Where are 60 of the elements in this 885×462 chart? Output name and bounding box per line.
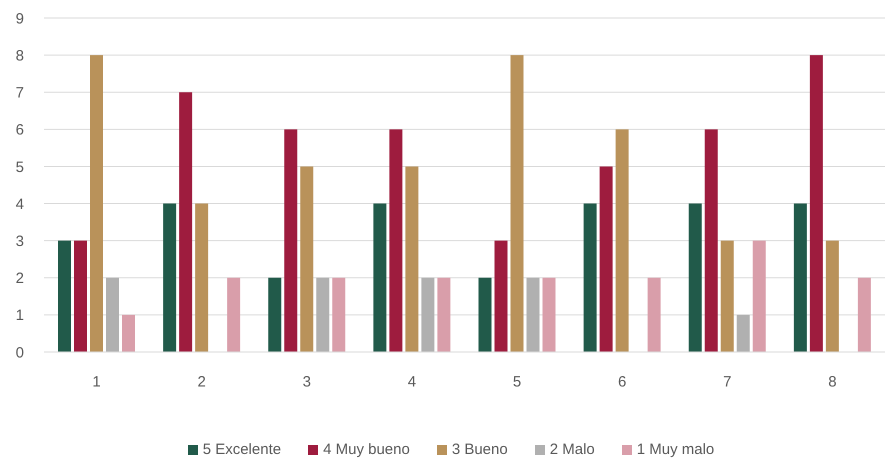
- bar: [389, 129, 402, 352]
- y-tick-label: 1: [16, 307, 24, 324]
- y-tick-label: 3: [16, 232, 24, 250]
- bar: [616, 129, 629, 352]
- bar: [284, 129, 298, 352]
- bar: [584, 204, 597, 352]
- x-tick-label: 8: [828, 374, 837, 391]
- x-tick-label: 5: [512, 374, 522, 391]
- bar: [405, 166, 418, 352]
- y-tick-label: 5: [16, 158, 24, 176]
- x-tick-label: 6: [618, 374, 626, 391]
- y-tick-label: 8: [16, 47, 24, 64]
- bar: [826, 240, 839, 352]
- bar: [600, 166, 613, 352]
- bar: [478, 278, 492, 352]
- y-tick-label: 0: [16, 344, 24, 362]
- bar: [90, 55, 103, 352]
- bar: [688, 204, 702, 352]
- bar: [437, 278, 450, 352]
- bar: [316, 278, 330, 352]
- x-tick-label: 7: [723, 374, 732, 391]
- legend-label: 5 Excelente: [202, 441, 282, 458]
- bar: [794, 204, 807, 352]
- x-tick-label: 2: [198, 374, 206, 391]
- y-tick-label: 2: [16, 270, 24, 288]
- bar: [163, 204, 176, 352]
- bar: [526, 278, 540, 352]
- bar: [858, 278, 871, 352]
- bar: [373, 204, 386, 352]
- bar: [494, 240, 508, 352]
- legend-label: 4 Muy bueno: [323, 441, 410, 458]
- x-tick-label: 3: [302, 374, 311, 391]
- bar: [752, 240, 766, 352]
- bar: [510, 55, 524, 352]
- bar: [58, 240, 71, 352]
- legend-label: 3 Bueno: [452, 441, 508, 458]
- bar: [542, 278, 556, 352]
- bar: [421, 278, 434, 352]
- bar: [300, 166, 314, 352]
- bar: [74, 240, 87, 352]
- bar: [227, 278, 240, 352]
- y-tick-label: 9: [16, 10, 24, 28]
- bar: [704, 129, 718, 352]
- bar: [720, 240, 734, 352]
- bar: [810, 55, 823, 352]
- bar: [106, 278, 119, 352]
- bar: [648, 278, 661, 352]
- legend-label: 1 Muy malo: [636, 441, 714, 458]
- x-tick-label: 4: [408, 374, 416, 391]
- y-tick-label: 6: [16, 122, 24, 139]
- x-tick-label: 1: [92, 374, 101, 391]
- bar: [736, 314, 750, 352]
- bar: [122, 314, 135, 352]
- y-tick-label: 4: [16, 196, 24, 213]
- bar: [332, 278, 346, 352]
- bar: [268, 278, 282, 352]
- bar: [195, 204, 208, 352]
- bar: [179, 92, 192, 352]
- legend-label: 2 Malo: [550, 441, 595, 458]
- y-tick-label: 7: [16, 84, 24, 102]
